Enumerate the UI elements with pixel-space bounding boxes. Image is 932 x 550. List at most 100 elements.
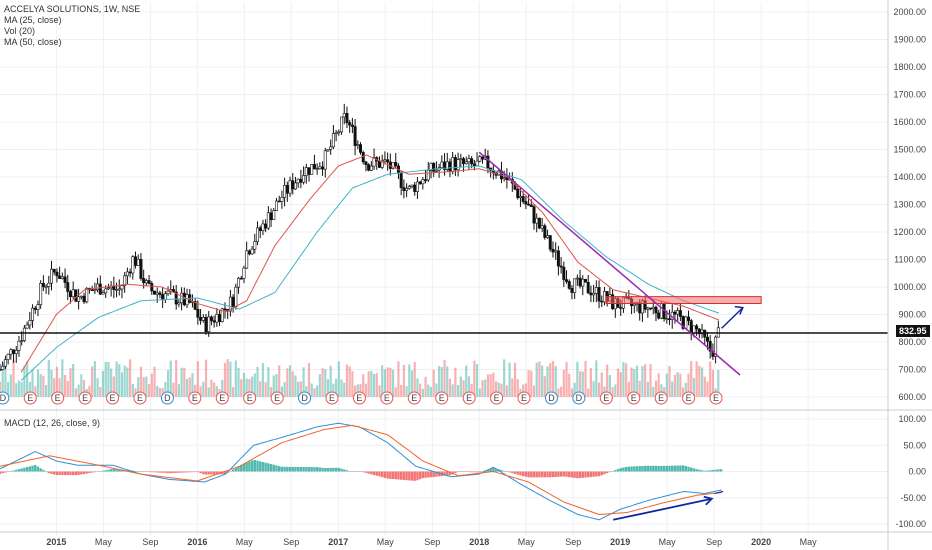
- macd-histogram-bar: [592, 471, 595, 477]
- event-marker-label: E: [274, 393, 280, 403]
- macd-tick-label: -100.00: [895, 519, 926, 529]
- candle-body: [115, 289, 119, 291]
- volume-bar: [172, 382, 175, 397]
- candle-body: [537, 217, 541, 229]
- volume-bar: [456, 384, 460, 397]
- candle-body: [196, 308, 200, 318]
- volume-bar: [543, 376, 546, 397]
- macd-histogram-bar: [202, 471, 205, 475]
- volume-bar: [129, 359, 132, 397]
- volume-bar: [234, 360, 237, 397]
- volume-bar: [589, 368, 593, 397]
- macd-tick-label: 0.00: [908, 467, 926, 477]
- volume-bar: [684, 382, 687, 397]
- indicator-ma25[interactable]: MA (25, close): [4, 15, 62, 25]
- candle-body: [475, 160, 479, 167]
- volume-bar: [486, 374, 490, 397]
- volume-bar: [367, 371, 370, 397]
- candle-body: [77, 296, 81, 302]
- macd-histogram-bar: [42, 469, 45, 472]
- volume-bar: [568, 373, 571, 397]
- macd-histogram-bar: [456, 471, 460, 472]
- volume-bar: [530, 370, 533, 397]
- candle-body: [407, 186, 411, 189]
- volume-bar: [630, 367, 633, 397]
- macd-histogram-bar: [673, 465, 677, 472]
- dividend-marker: [160, 391, 174, 405]
- indicator-volume[interactable]: Vol (20): [4, 26, 36, 36]
- volume-bar: [55, 366, 59, 397]
- time-tick-label: Sep: [283, 537, 299, 547]
- candle-body: [413, 184, 417, 192]
- price-tick-label: 1000.00: [893, 282, 926, 292]
- candle-body: [180, 292, 184, 304]
- macd-tick-label: 50.00: [903, 440, 926, 450]
- volume-bar: [7, 381, 10, 397]
- volume-bar: [492, 372, 495, 397]
- event-marker-label: D: [301, 393, 308, 403]
- volume-bar: [665, 373, 668, 397]
- macd-histogram-bar: [139, 471, 143, 472]
- volume-bar: [321, 368, 324, 397]
- divergence-arrow: [612, 497, 712, 521]
- candle-body: [380, 160, 384, 168]
- candle-body: [429, 162, 433, 171]
- price-tick-label: 1200.00: [893, 227, 926, 237]
- macd-histogram-bar: [375, 471, 378, 476]
- volume-bar: [91, 366, 94, 397]
- macd-histogram-bar: [486, 469, 490, 472]
- volume-bar: [489, 374, 492, 397]
- volume-bar: [644, 364, 647, 397]
- volume-bar: [213, 382, 216, 397]
- volume-bar: [134, 388, 137, 397]
- macd-title[interactable]: MACD (12, 26, close, 9): [4, 418, 101, 428]
- candle-body: [199, 317, 203, 321]
- time-tick-label: 2019: [610, 537, 630, 547]
- candle-body: [356, 144, 360, 146]
- indicator-ma50[interactable]: MA (50, close): [4, 37, 62, 47]
- macd-histogram-bar: [622, 467, 625, 472]
- macd-histogram-bar: [326, 467, 330, 472]
- volume-bar: [527, 370, 530, 397]
- volume-bar: [267, 367, 270, 397]
- volume-bar: [194, 384, 197, 397]
- candle-body: [470, 158, 474, 165]
- volume-bar: [559, 386, 563, 397]
- candle-body: [556, 250, 560, 267]
- candle-body: [193, 301, 197, 310]
- candle-body: [575, 277, 579, 280]
- macd-histogram-bar: [714, 469, 717, 472]
- volume-bar: [340, 379, 343, 397]
- volume-bar: [438, 366, 441, 397]
- candle-body: [74, 289, 78, 302]
- macd-histogram-bar: [332, 467, 335, 472]
- macd-histogram-bar: [448, 471, 452, 476]
- candle-body: [207, 316, 211, 332]
- volume-bar: [169, 360, 172, 397]
- volume-bar: [500, 383, 503, 397]
- macd-histogram-bar: [397, 471, 400, 480]
- volume-bar: [538, 361, 541, 397]
- candle-body: [274, 200, 278, 211]
- volume-bar: [652, 386, 655, 397]
- volume-bar: [619, 372, 622, 397]
- macd-histogram-bar: [719, 469, 723, 472]
- candle-body: [269, 212, 273, 221]
- volume-bar: [625, 363, 628, 397]
- volume-bar: [278, 365, 281, 397]
- macd-histogram-bar: [137, 471, 140, 472]
- candle-body: [106, 287, 110, 290]
- candle-body: [247, 250, 251, 255]
- macd-histogram-bar: [109, 469, 113, 472]
- macd-histogram-bar: [20, 468, 23, 472]
- volume-bar: [413, 361, 416, 397]
- volume-bar: [654, 380, 658, 397]
- candle-body: [218, 314, 222, 322]
- candle-body: [692, 325, 696, 334]
- candle-body: [237, 277, 241, 288]
- macd-histogram-bar: [77, 471, 80, 475]
- dividend-marker: [298, 391, 312, 405]
- candle-body: [6, 353, 10, 360]
- candle-body: [293, 182, 297, 190]
